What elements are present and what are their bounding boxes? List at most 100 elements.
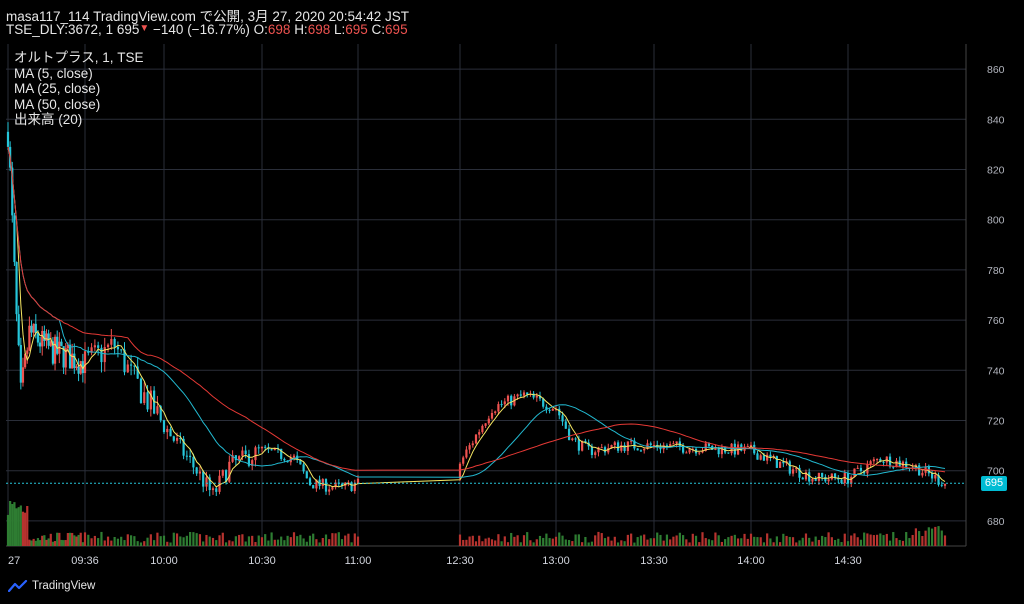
chart-background	[0, 44, 1024, 572]
candle-body	[672, 443, 675, 445]
candle-body	[688, 449, 691, 453]
legend-volume[interactable]: 出来高 (20)	[14, 112, 83, 127]
volume-bar	[564, 539, 567, 546]
candle-body	[863, 470, 866, 474]
volume-bar	[567, 540, 571, 546]
volume-bar	[30, 540, 33, 546]
volume-bar	[97, 538, 100, 546]
legend-ma50[interactable]: MA (50, close)	[14, 96, 101, 112]
legend-ma25[interactable]: MA (25, close)	[14, 81, 101, 96]
candle-body	[100, 347, 103, 363]
candle-body	[270, 449, 273, 451]
candle-body	[90, 347, 93, 353]
volume-bar	[850, 535, 853, 546]
candle-body	[156, 406, 159, 414]
volume-bar	[675, 535, 678, 546]
volume-bar	[136, 541, 139, 546]
volume-bar	[73, 535, 76, 546]
volume-bar	[234, 536, 237, 546]
volume-bar	[120, 536, 123, 546]
volume-bar	[208, 536, 211, 546]
candle-body	[305, 471, 308, 479]
candle-body	[146, 392, 149, 410]
candle-body	[113, 338, 116, 347]
x-tick-label: 27	[8, 555, 20, 567]
volume-bar	[334, 533, 337, 546]
price-chart[interactable]: 680 700 720 740 760 780 800 820 840 860 27 09:36 10:…	[0, 44, 1024, 572]
candle-body	[129, 364, 133, 366]
candle-body	[347, 482, 350, 484]
volume-bar	[146, 537, 149, 546]
volume-bar	[772, 542, 775, 546]
candle-body	[321, 479, 324, 486]
candle-body	[133, 365, 136, 367]
volume-bar	[166, 541, 169, 546]
candle-body	[669, 444, 672, 447]
candle-body	[581, 440, 584, 451]
volume-bar	[853, 533, 856, 546]
candle-body	[804, 472, 808, 480]
candle-body	[257, 447, 260, 449]
volume-bar	[47, 538, 50, 546]
candle-body	[639, 450, 643, 452]
candle-body	[244, 450, 247, 455]
volume-bar	[639, 535, 643, 546]
volume-bar	[633, 542, 636, 546]
volume-bar	[506, 542, 510, 546]
candle-body	[106, 344, 110, 348]
candle-body	[273, 447, 276, 451]
volume-bar	[892, 532, 895, 546]
volume-bar	[179, 536, 182, 546]
candle-body	[597, 447, 600, 453]
volume-bar	[795, 542, 798, 546]
candle-body	[901, 461, 905, 467]
candle-body	[921, 472, 924, 476]
volume-bar	[607, 536, 610, 546]
volume-bar	[940, 530, 943, 546]
volume-bar	[64, 540, 67, 546]
high-label: H:	[294, 22, 308, 37]
candle-body	[685, 452, 688, 454]
candle-body	[594, 452, 597, 455]
volume-bar	[192, 532, 195, 546]
candle-body	[714, 447, 717, 450]
volume-bar	[62, 540, 65, 546]
candle-body	[43, 330, 46, 341]
volume-bar	[856, 537, 859, 546]
legend-symbol[interactable]: オルトプラス, 1, TSE	[14, 50, 144, 65]
volume-bar	[270, 532, 273, 546]
candle-body	[143, 392, 146, 404]
candle-body	[224, 470, 228, 482]
candle-body	[159, 406, 162, 421]
volume-bar	[788, 536, 791, 546]
candle-body	[308, 478, 312, 486]
candle-body	[468, 445, 471, 450]
volume-bar	[53, 541, 57, 546]
volume-bar	[43, 535, 46, 546]
candle-body	[833, 473, 837, 478]
candle-body	[610, 445, 613, 449]
brand[interactable]: TradingView	[8, 580, 95, 592]
candle-body	[665, 445, 669, 447]
x-tick-label: 10:30	[248, 555, 276, 567]
volume-bar	[798, 540, 801, 546]
volume-bar	[636, 537, 639, 546]
volume-bar	[11, 503, 14, 546]
legend-ma5[interactable]: MA (5, close)	[14, 65, 93, 81]
volume-bar	[885, 533, 888, 546]
volume-bar	[254, 542, 257, 546]
candle-body	[254, 447, 257, 461]
volume-bar	[66, 533, 69, 546]
candle-body	[940, 484, 943, 486]
volume-bar	[704, 538, 707, 546]
volume-bar	[623, 541, 626, 546]
volume-bar	[93, 535, 96, 546]
volume-bar	[866, 533, 869, 546]
volume-bar	[901, 540, 905, 546]
candle-body	[87, 351, 90, 353]
volume-bar	[481, 541, 484, 546]
candle-body	[526, 392, 529, 395]
candle-body	[814, 478, 817, 481]
volume-bar	[711, 540, 714, 546]
volume-bar	[532, 542, 535, 546]
